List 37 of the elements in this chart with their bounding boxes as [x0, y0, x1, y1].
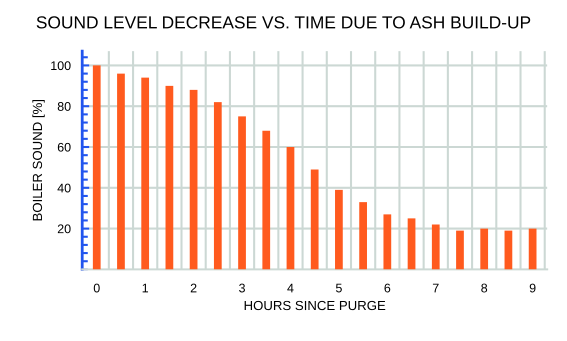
chart-title: SOUND LEVEL DECREASE VS. TIME DUE TO ASH BUILD-UP [36, 16, 530, 29]
bar [190, 90, 198, 270]
bar [238, 116, 246, 270]
bar [92, 65, 101, 270]
x-tick-label: 4 [287, 284, 294, 292]
bar [141, 78, 150, 270]
bar [528, 228, 536, 270]
bar [166, 86, 174, 270]
y-tick-label: 100 [51, 61, 71, 70]
bar [359, 202, 367, 270]
bar [504, 230, 512, 270]
x-axis-title: HOURS SINCE PURGE [244, 300, 386, 310]
bar [383, 214, 392, 270]
bar [117, 74, 125, 270]
bar [214, 102, 222, 270]
x-tick-label: 3 [239, 284, 245, 292]
x-tick-label: 6 [384, 284, 390, 292]
bar [408, 218, 416, 270]
bar [262, 130, 270, 270]
bar [456, 230, 464, 270]
bar [310, 169, 319, 270]
x-tick-label: 0 [94, 284, 100, 292]
x-tick-label: 2 [190, 284, 196, 292]
bar [480, 228, 488, 270]
y-axis-title: BOILER SOUND [%] [32, 100, 45, 220]
y-tick-label: 20 [58, 224, 71, 234]
bar [432, 224, 440, 270]
x-tick-label: 8 [481, 284, 488, 292]
y-tick-label: 40 [57, 184, 71, 192]
x-tick-label: 5 [336, 284, 342, 292]
bar [335, 190, 343, 270]
x-tick-label: 9 [530, 284, 536, 292]
x-tick-label: 1 [142, 284, 148, 292]
y-tick-label: 80 [58, 102, 71, 111]
y-tick-label: 60 [58, 142, 71, 152]
x-tick-label: 7 [432, 284, 439, 292]
bar [286, 147, 294, 270]
